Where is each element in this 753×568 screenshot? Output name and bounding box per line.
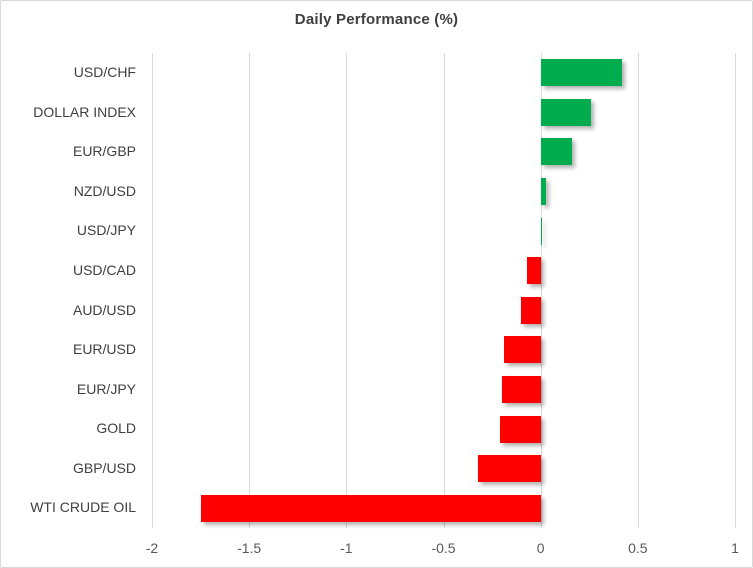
- gridline--2: [152, 53, 153, 528]
- category-label-eur-gbp: EUR/GBP: [72, 143, 136, 160]
- x-tick-label--0.5: -0.5: [431, 540, 456, 556]
- gridline--1: [346, 53, 348, 528]
- plot-area: [152, 53, 736, 528]
- category-label-usd-cad: USD/CAD: [72, 261, 136, 278]
- gridline--1.5: [249, 53, 251, 528]
- category-label-usd-chf: USD/CHF: [73, 64, 136, 80]
- category-label-eur-jpy: EUR/JPY: [76, 380, 136, 397]
- category-label-eur-usd: EUR/USD: [72, 341, 136, 358]
- bar-gold: [499, 415, 541, 443]
- category-label-gold: GOLD: [96, 420, 136, 437]
- bar-dollar-index: [540, 98, 592, 126]
- category-label-nzd-usd: NZD/USD: [73, 182, 136, 199]
- gridline--0.5: [443, 53, 445, 528]
- bar-nzd-usd: [540, 178, 547, 206]
- category-label-aud-usd: AUD/USD: [72, 301, 136, 318]
- x-tick-label--1: -1: [340, 540, 353, 556]
- bar-eur-gbp: [540, 138, 572, 166]
- bar-usd-chf: [540, 59, 623, 87]
- x-tick-label--2: -2: [145, 540, 159, 556]
- gridline-0: [540, 53, 542, 528]
- bar-eur-jpy: [501, 375, 541, 403]
- bar-usd-cad: [527, 257, 541, 285]
- x-tick-label-0.5: 0.5: [628, 540, 648, 556]
- category-label-usd-jpy: USD/JPY: [76, 222, 136, 239]
- category-label-dollar-index: DOLLAR INDEX: [33, 103, 136, 120]
- category-label-gbp-usd: GBP/USD: [72, 459, 136, 476]
- bar-eur-usd: [503, 336, 541, 364]
- x-tick-label-1: 1: [731, 540, 739, 556]
- x-tick-label-0: 0: [536, 540, 545, 556]
- bar-aud-usd: [521, 296, 541, 324]
- chart-title: Daily Performance (%): [294, 11, 459, 28]
- bar-gbp-usd: [478, 455, 541, 483]
- bar-wti-crude-oil: [200, 494, 541, 522]
- category-label-wti-crude-oil: WTI CRUDE OIL: [30, 499, 136, 516]
- gridline-0.5: [637, 53, 639, 528]
- bar-usd-jpy: [540, 217, 542, 245]
- gridline-1: [735, 53, 736, 528]
- category-axis: USD/CHF DOLLAR INDEX EUR/GBP NZD/USD USD/JPY…: [1, 53, 136, 528]
- x-tick-label--1.5: -1.5: [237, 540, 262, 556]
- x-axis: -2 -1.5 -1 -0.5 0 0.5 1: [146, 535, 739, 561]
